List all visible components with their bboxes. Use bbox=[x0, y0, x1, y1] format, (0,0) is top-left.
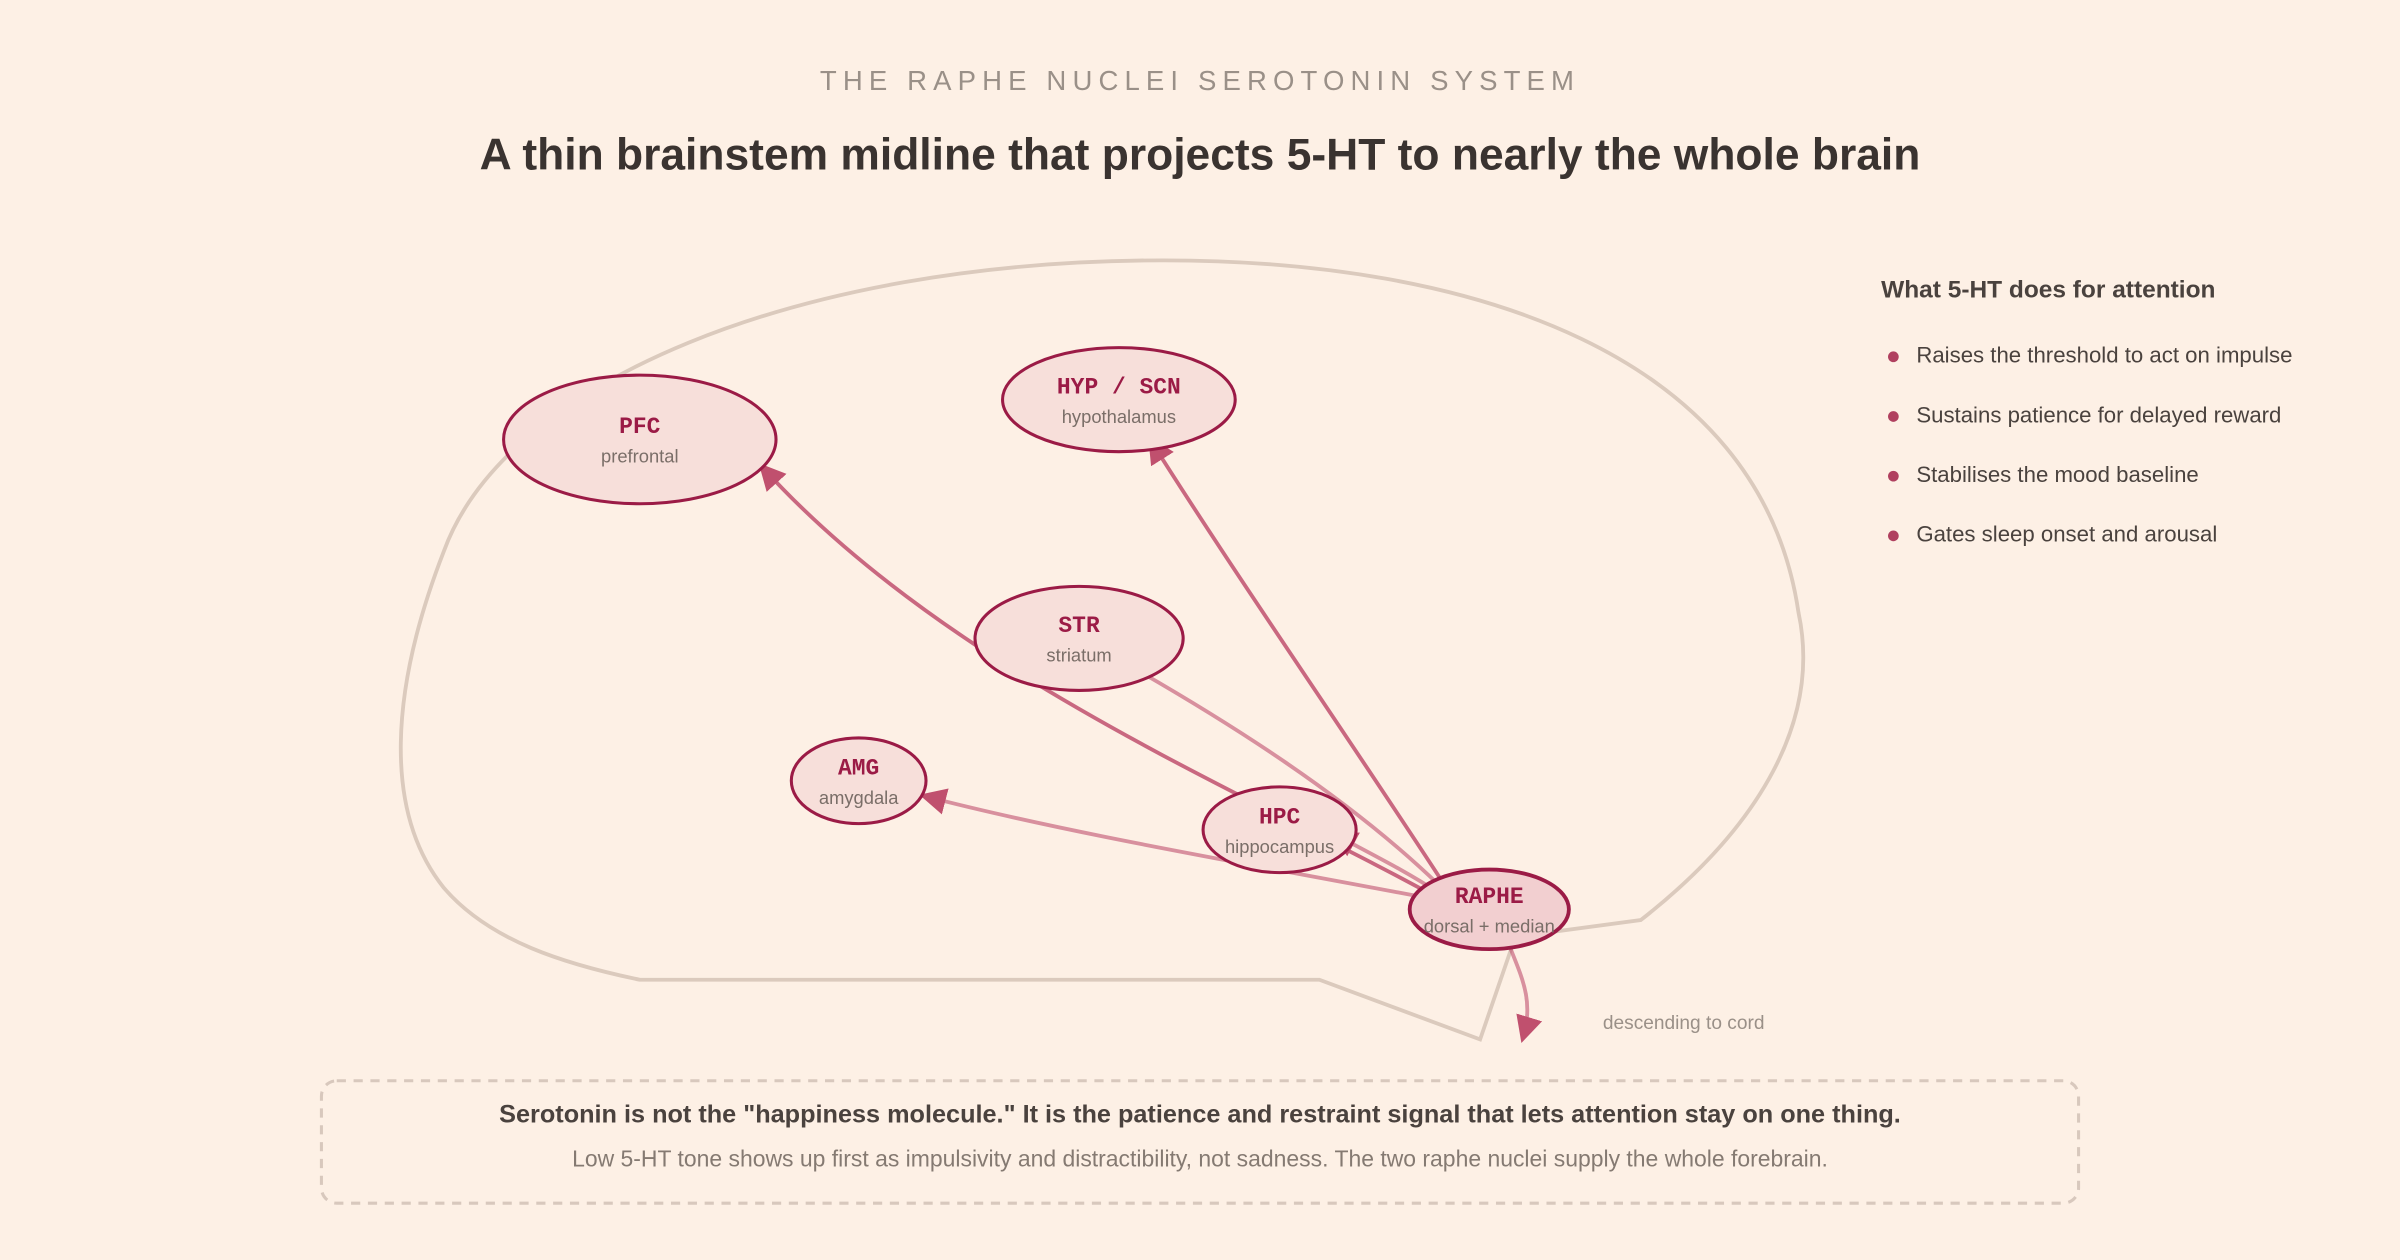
node-sublabel: amygdala bbox=[819, 787, 899, 808]
node-shape bbox=[789, 736, 928, 826]
node: AMG amygdala bbox=[789, 736, 928, 826]
arrow bbox=[919, 788, 1440, 903]
eyebrow: THE RAPHE NUCLEI SEROTONIN SYSTEM bbox=[820, 65, 1580, 96]
node: HPC hippocampus bbox=[1201, 785, 1358, 875]
sidebar-item: Gates sleep onset and arousal bbox=[1916, 522, 2217, 547]
bullet bbox=[1888, 530, 1899, 542]
sidebar-title: What 5-HT does for attention bbox=[1881, 276, 2215, 303]
arrow bbox=[1508, 948, 1543, 1044]
arrow bbox=[1148, 436, 1449, 889]
callout-title: Serotonin is not the "happiness molecule… bbox=[499, 1101, 1901, 1129]
node: HYP / SCN hypothalamus bbox=[1001, 346, 1237, 454]
arrow bbox=[1117, 658, 1441, 887]
callout-text: Low 5-HT tone shows up first as impulsiv… bbox=[572, 1145, 1828, 1171]
sidebar-item: Sustains patience for delayed reward bbox=[1916, 402, 2281, 427]
node-shape bbox=[1407, 867, 1571, 952]
sidebar-item: Raises the threshold to act on impulse bbox=[1916, 343, 2292, 368]
node-sublabel: hippocampus bbox=[1225, 836, 1334, 857]
bullet bbox=[1888, 411, 1899, 422]
sidebar-item: Stabilises the mood baseline bbox=[1916, 462, 2198, 487]
node-label: RAPHE bbox=[1455, 884, 1524, 910]
node-label: AMG bbox=[838, 756, 879, 782]
node: STR striatum bbox=[973, 584, 1185, 692]
nodes: PFC prefrontal HYP / SCN hypothalamus STR str… bbox=[502, 346, 1571, 952]
node-shape bbox=[973, 584, 1185, 692]
node-label: HPC bbox=[1259, 805, 1301, 831]
node-shape bbox=[1001, 346, 1237, 454]
annotation: descending to cord bbox=[1603, 1013, 1765, 1034]
node-shape bbox=[1201, 785, 1358, 875]
title: A thin brainstem midline that projects 5… bbox=[480, 131, 1921, 180]
node: RAPHE dorsal + median bbox=[1407, 867, 1571, 952]
node-sublabel: striatum bbox=[1046, 645, 1111, 666]
callout-box bbox=[319, 1079, 2081, 1205]
node-shape bbox=[502, 373, 778, 506]
bullet bbox=[1888, 470, 1899, 482]
bullet bbox=[1888, 351, 1899, 363]
node-sublabel: dorsal + median bbox=[1424, 916, 1555, 937]
node-sublabel: hypothalamus bbox=[1062, 406, 1176, 427]
node-label: PFC bbox=[619, 414, 661, 440]
node-label: HYP / SCN bbox=[1057, 374, 1181, 400]
sidebar-list: Raises the threshold to act on impulse Su… bbox=[1888, 343, 2292, 547]
node-sublabel: prefrontal bbox=[601, 446, 679, 467]
brain-outline bbox=[398, 258, 1806, 1042]
node: PFC prefrontal bbox=[502, 373, 778, 506]
node-label: STR bbox=[1058, 613, 1100, 639]
